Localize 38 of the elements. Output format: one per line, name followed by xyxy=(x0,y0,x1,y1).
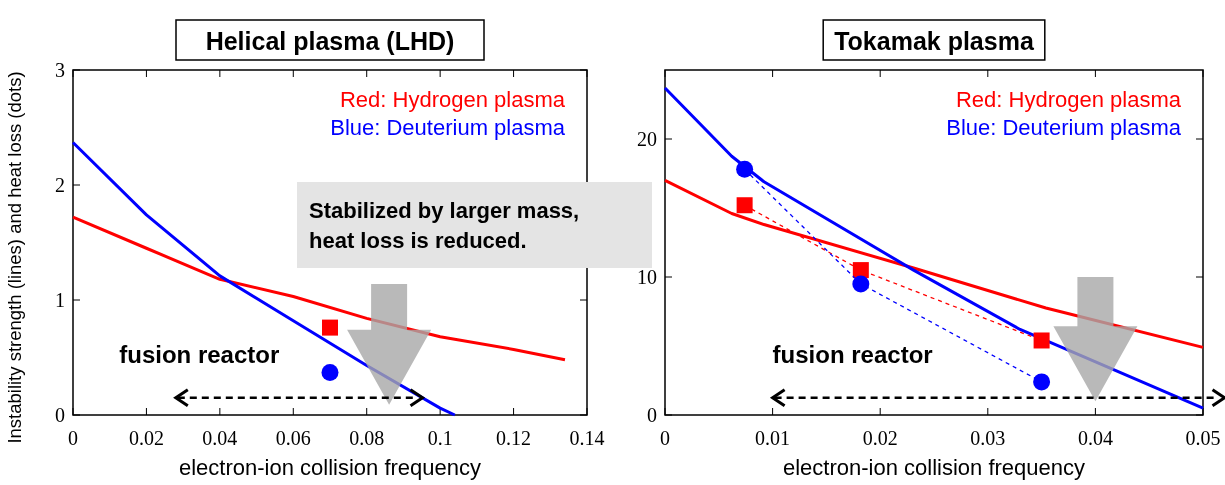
x-tick-label: 0.14 xyxy=(569,427,605,449)
annotation: fusion reactor xyxy=(772,341,933,369)
x-tick-label: 0.06 xyxy=(275,427,311,449)
annotation: fusion reactor xyxy=(119,341,280,369)
x-tick-label: 0.04 xyxy=(202,427,238,449)
y-tick-label: 2 xyxy=(55,174,65,196)
point xyxy=(1033,332,1050,349)
x-tick-label: 0.03 xyxy=(970,427,1006,449)
y-tick-label: 20 xyxy=(637,128,657,150)
x-tick-label: 0.01 xyxy=(755,427,791,449)
point xyxy=(736,160,754,178)
x-tick-label: 0.08 xyxy=(349,427,385,449)
annotation: Stabilized by larger mass, heat loss is reduced. xyxy=(309,198,580,253)
y-axis-title: Instability strength (lines) and heat loss (dots) xyxy=(4,71,25,444)
y-tick-label: 0 xyxy=(647,404,657,426)
text: Blue: Deuterium plasma xyxy=(330,115,566,140)
point xyxy=(852,275,870,293)
x-tick-label: 0.1 xyxy=(427,427,453,449)
text: Red: Hydrogen plasma xyxy=(955,87,1182,112)
text: Blue: Deuterium plasma xyxy=(946,115,1182,140)
point xyxy=(1033,373,1051,391)
y-tick-label: 1 xyxy=(55,289,65,311)
x-tick-label: 0.12 xyxy=(496,427,532,449)
x-tick-label: 0.04 xyxy=(1077,427,1113,449)
line-series xyxy=(663,86,1205,410)
x-tick-label: 0.02 xyxy=(128,427,164,449)
chart-title: Helical plasma (LHD) xyxy=(205,27,455,55)
y-tick-label: 0 xyxy=(55,404,65,426)
chart-title: Tokamak plasma xyxy=(834,27,1035,55)
x-axis-title: electron-ion collision frequency xyxy=(782,455,1086,480)
x-tick-label: 0.02 xyxy=(862,427,898,449)
x-axis-title: electron-ion collision frequency xyxy=(178,455,482,480)
y-tick-label: 10 xyxy=(637,266,657,288)
x-tick-label: 0.05 xyxy=(1185,427,1221,449)
point xyxy=(736,197,753,214)
text: Red: Hydrogen plasma xyxy=(339,87,566,112)
y-tick-label: 3 xyxy=(55,59,65,81)
point xyxy=(852,262,869,279)
